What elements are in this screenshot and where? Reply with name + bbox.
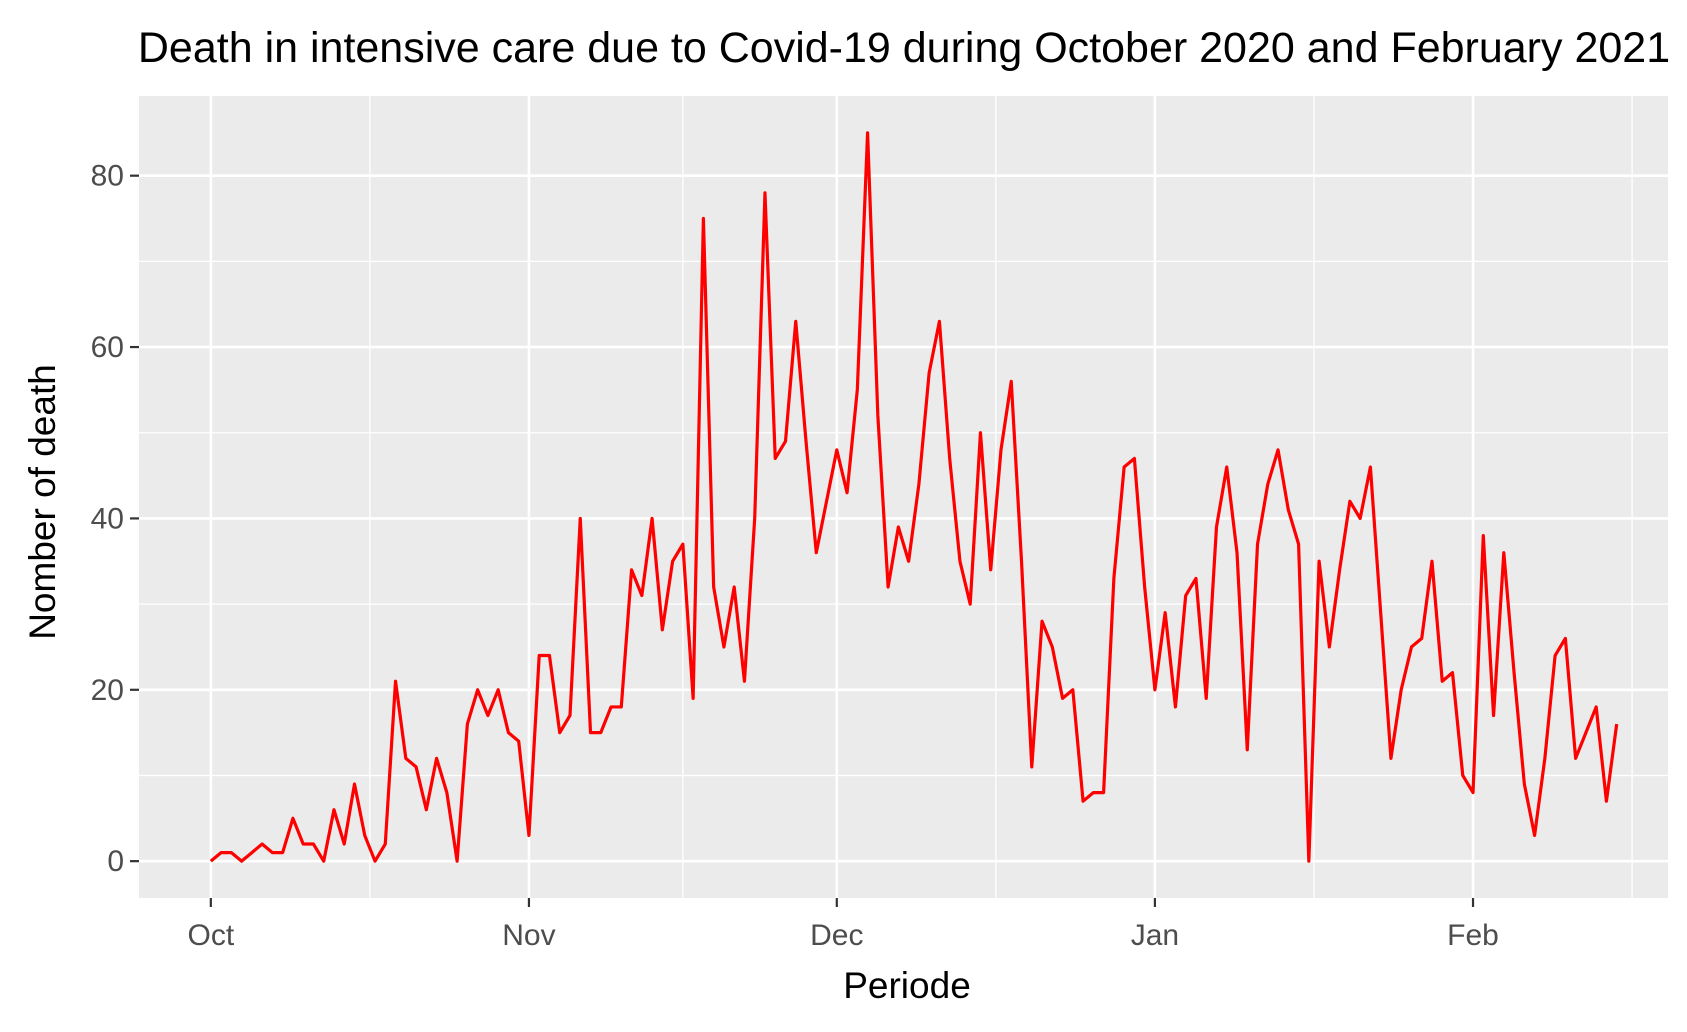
minor-gridlines	[139, 96, 1668, 898]
x-axis: Oct Nov Dec Jan Feb	[187, 898, 1499, 952]
y-tick-label: 60	[91, 331, 124, 364]
y-tick-label: 40	[91, 502, 124, 535]
x-tick-label: Dec	[810, 919, 863, 952]
y-tick-label: 0	[107, 845, 124, 878]
plot-panel	[139, 96, 1668, 898]
x-tick-label: Jan	[1131, 919, 1179, 952]
x-axis-title: Periode	[843, 965, 971, 1006]
y-tick-label: 80	[91, 160, 124, 193]
x-tick-label: Feb	[1447, 919, 1499, 952]
series-layer	[209, 131, 1619, 863]
y-tick-label: 20	[91, 674, 124, 707]
series-line	[209, 131, 1619, 863]
y-axis-title: Nomber of death	[22, 364, 63, 640]
y-axis: 0 20 40 60 80	[91, 160, 139, 878]
x-tick-label: Nov	[502, 919, 555, 952]
x-tick-label: Oct	[187, 919, 234, 952]
chart-title: Death in intensive care due to Covid-19 …	[138, 24, 1670, 72]
